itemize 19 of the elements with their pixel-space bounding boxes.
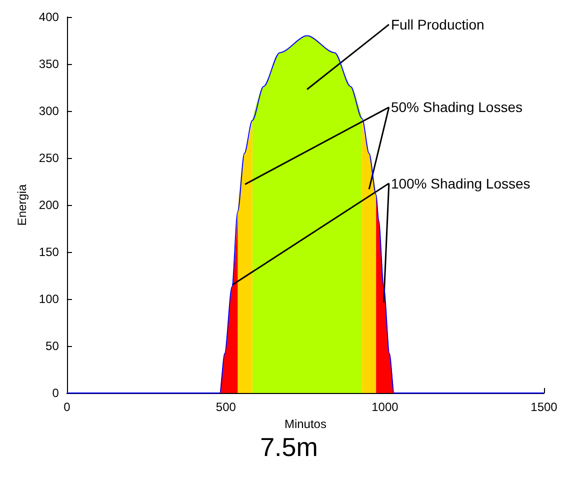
y-tick-label: 50 [46, 339, 60, 353]
y-tick-label: 0 [52, 386, 60, 400]
y-tick-label: 250 [38, 151, 60, 165]
x-tick-label: 1000 [372, 400, 399, 414]
x-axis-title: Minutos [284, 416, 326, 431]
y-tick-label: 400 [38, 10, 60, 24]
y-tick-label: 350 [38, 57, 60, 71]
annotation: 50% Shading Losses [390, 99, 522, 116]
y-tick-label: 150 [38, 245, 60, 259]
x-tick-label: 500 [216, 400, 236, 414]
y-tick-label: 100 [38, 292, 60, 306]
text: 7.5m [260, 432, 318, 462]
x-tick-label: 0 [64, 400, 71, 414]
y-axis-title: Energia [15, 184, 29, 226]
y-tick-label: 200 [38, 198, 60, 212]
x-tick-label: 1500 [530, 400, 558, 414]
annotation: 100% Shading Losses [390, 175, 530, 192]
annotation: Full Production [390, 16, 484, 33]
y-tick-label: 300 [38, 104, 60, 118]
